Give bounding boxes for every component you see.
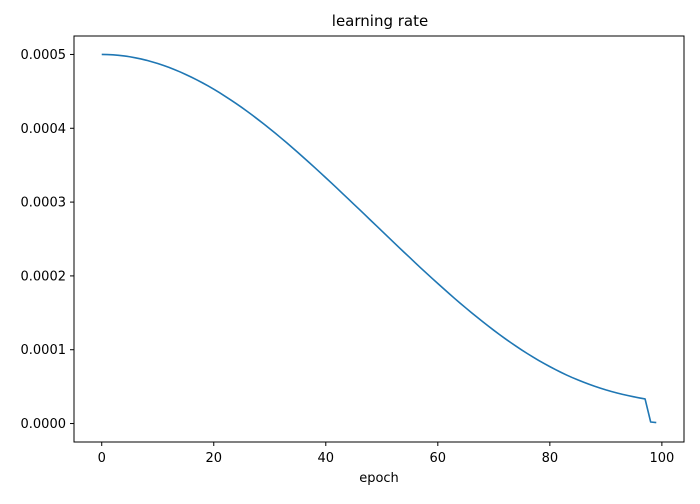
plot-area xyxy=(101,53,657,424)
x-tick-label: 80 xyxy=(542,451,559,466)
y-tick-label: 0.0004 xyxy=(21,122,67,137)
x-tick-label: 20 xyxy=(205,451,222,466)
x-tick-label: 0 xyxy=(98,451,106,466)
chart-title: learning rate xyxy=(332,12,428,30)
x-axis-ticks: 0 20 40 60 80 100 xyxy=(98,442,674,466)
y-tick-label: 0.0005 xyxy=(21,48,67,63)
y-tick-label: 0.0001 xyxy=(21,343,67,358)
y-tick-label: 0.0003 xyxy=(21,196,67,211)
x-axis-label: epoch xyxy=(359,471,399,486)
y-axis-ticks: 0.0000 0.0001 0.0002 0.0003 0.0004 0.0005 xyxy=(21,48,74,432)
x-tick-label: 40 xyxy=(318,451,335,466)
x-tick-label: 60 xyxy=(430,451,447,466)
plot-frame xyxy=(73,35,685,443)
y-tick-label: 0.0002 xyxy=(21,269,67,284)
x-tick-label: 100 xyxy=(649,451,674,466)
learning-rate-line xyxy=(101,53,657,424)
y-tick-label: 0.0000 xyxy=(21,417,67,432)
